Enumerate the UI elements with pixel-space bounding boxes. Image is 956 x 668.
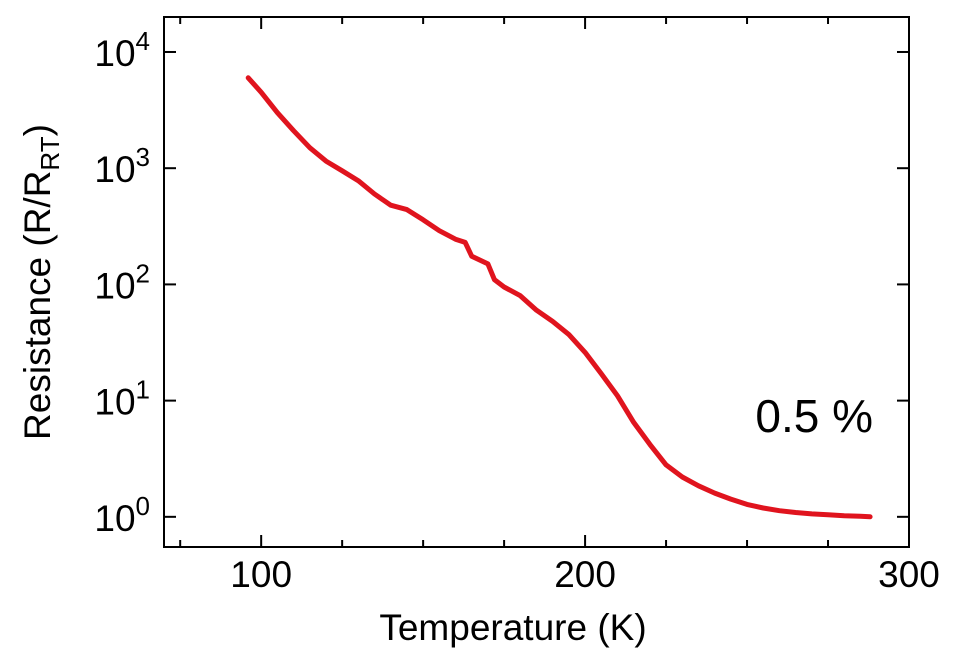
y-axis: 100 101 102 103 104 xyxy=(94,26,909,539)
x-axis: 100 200 300 xyxy=(179,17,940,595)
y-tick-label: 100 xyxy=(94,491,150,539)
x-axis-title: Temperature (K) xyxy=(379,607,646,648)
y-axis-title: Resistance (R/RRT) xyxy=(17,124,65,440)
y-tick-label: 101 xyxy=(94,375,150,423)
data-series-line xyxy=(245,75,873,520)
x-tick-label: 200 xyxy=(554,554,616,595)
y-tick-label: 102 xyxy=(94,258,150,306)
x-tick-label: 300 xyxy=(878,554,940,595)
y-tick-label: 104 xyxy=(94,26,150,74)
annotation-label: 0.5 % xyxy=(755,390,873,442)
x-tick-label: 100 xyxy=(230,554,292,595)
y-tick-label: 103 xyxy=(94,142,150,190)
plot-frame xyxy=(163,16,910,548)
